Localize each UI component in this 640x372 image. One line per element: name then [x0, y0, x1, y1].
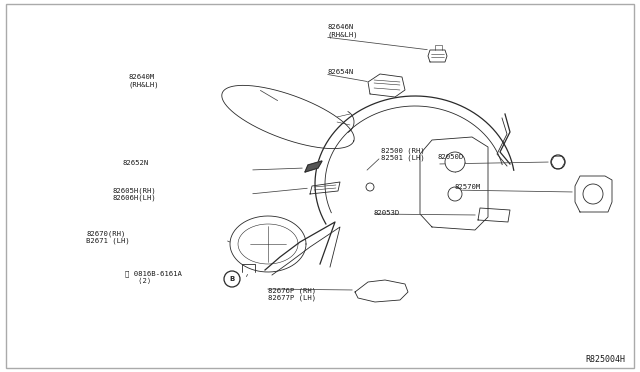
Text: 82646N
(RH&LH): 82646N (RH&LH): [328, 24, 358, 38]
Polygon shape: [575, 176, 612, 212]
Polygon shape: [478, 208, 510, 222]
Circle shape: [583, 184, 603, 204]
Circle shape: [445, 152, 465, 172]
Circle shape: [366, 183, 374, 191]
Text: Ⓑ 0816B-6161A
   ⟨2⟩: Ⓑ 0816B-6161A ⟨2⟩: [125, 270, 182, 284]
Polygon shape: [428, 50, 447, 62]
Text: 82050D: 82050D: [438, 154, 464, 160]
Polygon shape: [222, 85, 354, 149]
Circle shape: [551, 155, 565, 169]
Polygon shape: [355, 280, 408, 302]
Polygon shape: [230, 216, 306, 272]
Circle shape: [448, 187, 462, 201]
Text: 82652N: 82652N: [122, 160, 148, 166]
Text: 82676P (RH)
82677P (LH): 82676P (RH) 82677P (LH): [268, 287, 316, 301]
Text: 82053D: 82053D: [374, 210, 400, 216]
Text: B: B: [229, 276, 235, 282]
Text: 82670(RH)
B2671 (LH): 82670(RH) B2671 (LH): [86, 230, 130, 244]
Circle shape: [224, 271, 240, 287]
Text: 82654N: 82654N: [328, 69, 355, 75]
Text: 82605H(RH)
82606H(LH): 82605H(RH) 82606H(LH): [112, 187, 156, 201]
Polygon shape: [310, 182, 340, 194]
Text: 82640M
(RH&LH): 82640M (RH&LH): [128, 74, 159, 87]
Text: 82500 (RH)
82501 (LH): 82500 (RH) 82501 (LH): [381, 147, 425, 161]
Polygon shape: [368, 74, 405, 97]
Text: 82570M: 82570M: [455, 184, 481, 190]
Text: R825004H: R825004H: [585, 355, 625, 364]
Polygon shape: [305, 161, 322, 172]
Polygon shape: [420, 137, 488, 230]
